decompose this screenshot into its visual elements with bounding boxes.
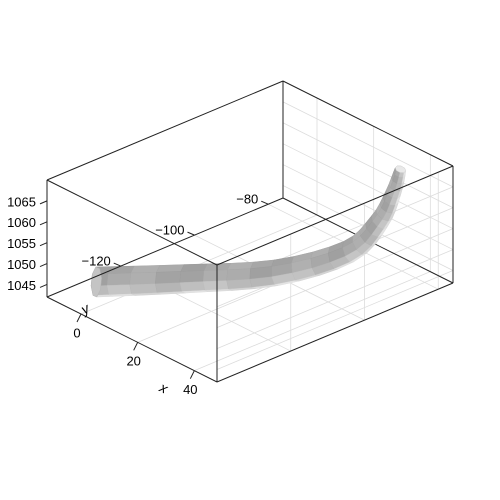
grid-lines — [80, 98, 454, 372]
box-edge — [46, 296, 218, 383]
grid-line-z-back — [282, 101, 454, 188]
x-tick-label: 0 — [73, 325, 80, 340]
surface-tip-cap — [395, 165, 407, 173]
x-tick — [189, 370, 195, 379]
grid-line-z-back — [282, 143, 454, 230]
surface-facet — [106, 272, 132, 286]
surface-facet — [202, 280, 229, 291]
surface-facet — [130, 265, 161, 274]
grid-line-z-back — [282, 122, 454, 209]
surface-facet — [155, 271, 182, 284]
surface-facet — [179, 270, 205, 283]
x-axis-label: x — [156, 379, 171, 397]
axes-panes — [47, 81, 453, 382]
surface-facet — [156, 264, 185, 273]
surface-facet — [155, 282, 182, 294]
surface-facet — [202, 269, 228, 282]
x-tick — [133, 342, 139, 351]
y-tick-label: −100 — [155, 223, 184, 238]
grid-line-z-side — [216, 249, 454, 349]
axes-box-front — [46, 80, 454, 383]
x-tick-label: 40 — [183, 382, 197, 397]
box-edge — [46, 197, 284, 298]
grid-line-z-side — [216, 270, 454, 370]
surface-end-cap — [90, 266, 102, 298]
tick-marks: 0 20 40 −80 −100 −120 1045 1050 1055 1060 1065 — [7, 192, 269, 397]
y-tick — [187, 231, 195, 236]
box-edge — [216, 282, 454, 383]
grid-line-x-floor — [194, 271, 431, 372]
tube-surface — [90, 165, 407, 298]
y-tick — [261, 200, 269, 205]
surface-facet — [106, 284, 132, 296]
surface-facet — [226, 268, 251, 281]
z-tick — [39, 200, 48, 205]
z-tick-label: 1060 — [7, 215, 36, 230]
grid-line-z-back — [282, 164, 454, 250]
x-tick-label: 20 — [126, 354, 140, 369]
surface-facet — [179, 281, 206, 292]
z-tick-label: 1055 — [7, 236, 36, 251]
box-edge — [46, 179, 218, 266]
surface-facet — [129, 283, 158, 295]
box-edge — [216, 165, 454, 266]
box-edge — [46, 80, 284, 181]
z-tick-label: 1065 — [7, 194, 36, 209]
surface-facet — [129, 272, 157, 285]
z-tick — [39, 263, 48, 268]
surface-facet — [180, 263, 208, 272]
y-tick-label: −80 — [236, 192, 258, 207]
grid-line-z-side — [216, 228, 454, 329]
box-edge — [282, 80, 454, 167]
z-tick-label: 1045 — [7, 278, 36, 293]
x-tick — [76, 313, 82, 323]
y-tick-label: −120 — [82, 254, 111, 269]
z-tick — [39, 221, 48, 226]
y-tick — [113, 262, 121, 267]
z-tick — [39, 284, 48, 288]
z-tick — [39, 242, 48, 247]
z-tick-label: 1050 — [7, 257, 36, 272]
